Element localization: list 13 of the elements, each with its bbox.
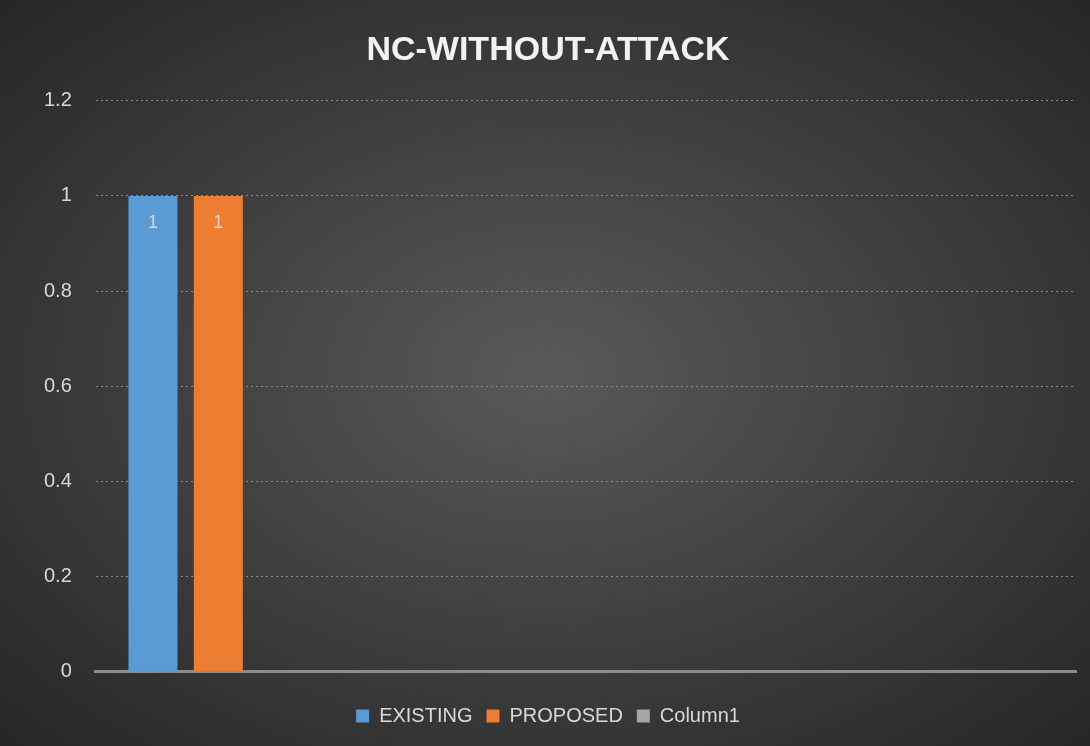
y-tick-label: 1	[60, 183, 72, 206]
y-tick-label: 0.8	[43, 278, 72, 301]
y-tick-label: 0.6	[43, 373, 72, 396]
legend-label: PROPOSED	[509, 703, 623, 726]
y-tick-label: 1.2	[43, 88, 72, 111]
legend-label: EXISTING	[379, 703, 473, 726]
y-tick-label: 0	[60, 659, 72, 682]
data-label: 1	[213, 211, 224, 232]
y-tick-label: 0.4	[43, 468, 72, 491]
data-label: 1	[147, 211, 158, 232]
chart-title: NC-WITHOUT-ATTACK	[366, 28, 731, 67]
legend-label: Column1	[659, 703, 740, 726]
y-tick-label: 0.2	[43, 563, 72, 586]
